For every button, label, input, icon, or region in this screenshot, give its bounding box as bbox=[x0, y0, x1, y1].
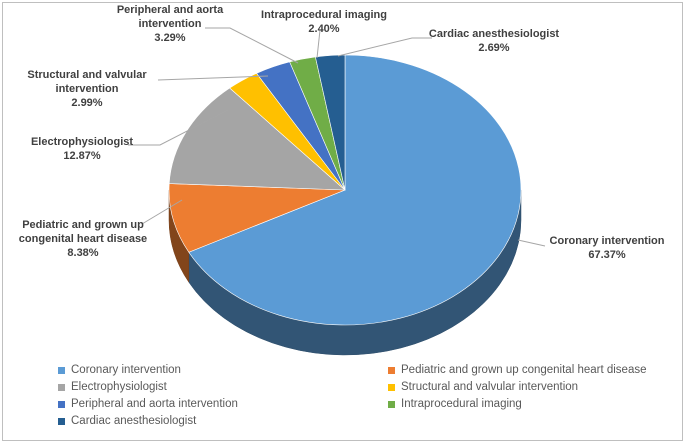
legend-item-1: Pediatric and grown up congenital heart … bbox=[388, 363, 658, 377]
pie-slice-cardiac-anesthesiologist[interactable] bbox=[315, 54, 346, 191]
leader-line-3 bbox=[157, 75, 269, 81]
pie-slice-coronary-intervention[interactable] bbox=[188, 54, 522, 326]
data-label-4: Peripheral and aorta intervention 3.29% bbox=[117, 4, 224, 44]
data-label-2: Electrophysiologist 12.87% bbox=[31, 136, 133, 162]
legend-label: Pediatric and grown up congenital heart … bbox=[401, 364, 647, 376]
legend-item-0: Coronary intervention bbox=[58, 363, 388, 377]
data-label-1: Pediatric and grown up congenital heart d… bbox=[19, 219, 147, 259]
leader-line-0 bbox=[517, 239, 546, 247]
legend-item-5: Intraprocedural imaging bbox=[388, 397, 658, 411]
leader-line-2 bbox=[128, 109, 229, 146]
leader-line-5 bbox=[316, 29, 321, 59]
legend-label: Intraprocedural imaging bbox=[401, 398, 522, 410]
legend-swatch bbox=[58, 366, 65, 374]
legend-label: Peripheral and aorta intervention bbox=[71, 398, 238, 410]
leader-line-6 bbox=[337, 37, 432, 57]
leader-line-4 bbox=[205, 27, 299, 64]
data-label-0: Coronary intervention 67.37% bbox=[550, 235, 665, 261]
pie-top bbox=[168, 54, 522, 326]
legend-swatch bbox=[58, 417, 65, 425]
legend-swatch bbox=[388, 383, 395, 391]
data-label-6: Cardiac anesthesiologist 2.69% bbox=[429, 28, 560, 54]
data-label-5: Intraprocedural imaging 2.40% bbox=[261, 9, 387, 35]
leader-line-1 bbox=[141, 199, 183, 225]
pie-slice-pediatric-and-grown-up-congenital-heart-disease[interactable] bbox=[168, 183, 346, 253]
chart-legend: Coronary intervention Pediatric and grown… bbox=[58, 363, 658, 428]
legend-label: Cardiac anesthesiologist bbox=[71, 415, 197, 427]
legend-swatch bbox=[388, 366, 395, 374]
legend-label: Electrophysiologist bbox=[71, 381, 167, 393]
pie-chart: Coronary intervention 67.37% Pediatric and… bbox=[19, 4, 665, 356]
legend-swatch bbox=[388, 400, 395, 408]
legend-label: Coronary intervention bbox=[71, 364, 181, 376]
legend-item-6: Cardiac anesthesiologist bbox=[58, 414, 388, 428]
legend-item-3: Structural and valvular intervention bbox=[388, 380, 658, 394]
data-label-3: Structural and valvular intervention 2.99% bbox=[27, 69, 147, 109]
legend-item-2: Electrophysiologist bbox=[58, 380, 388, 394]
legend-label: Structural and valvular intervention bbox=[401, 381, 579, 393]
legend-item-4: Peripheral and aorta intervention bbox=[58, 397, 388, 411]
legend-swatch bbox=[58, 383, 65, 391]
legend-swatch bbox=[58, 400, 65, 408]
